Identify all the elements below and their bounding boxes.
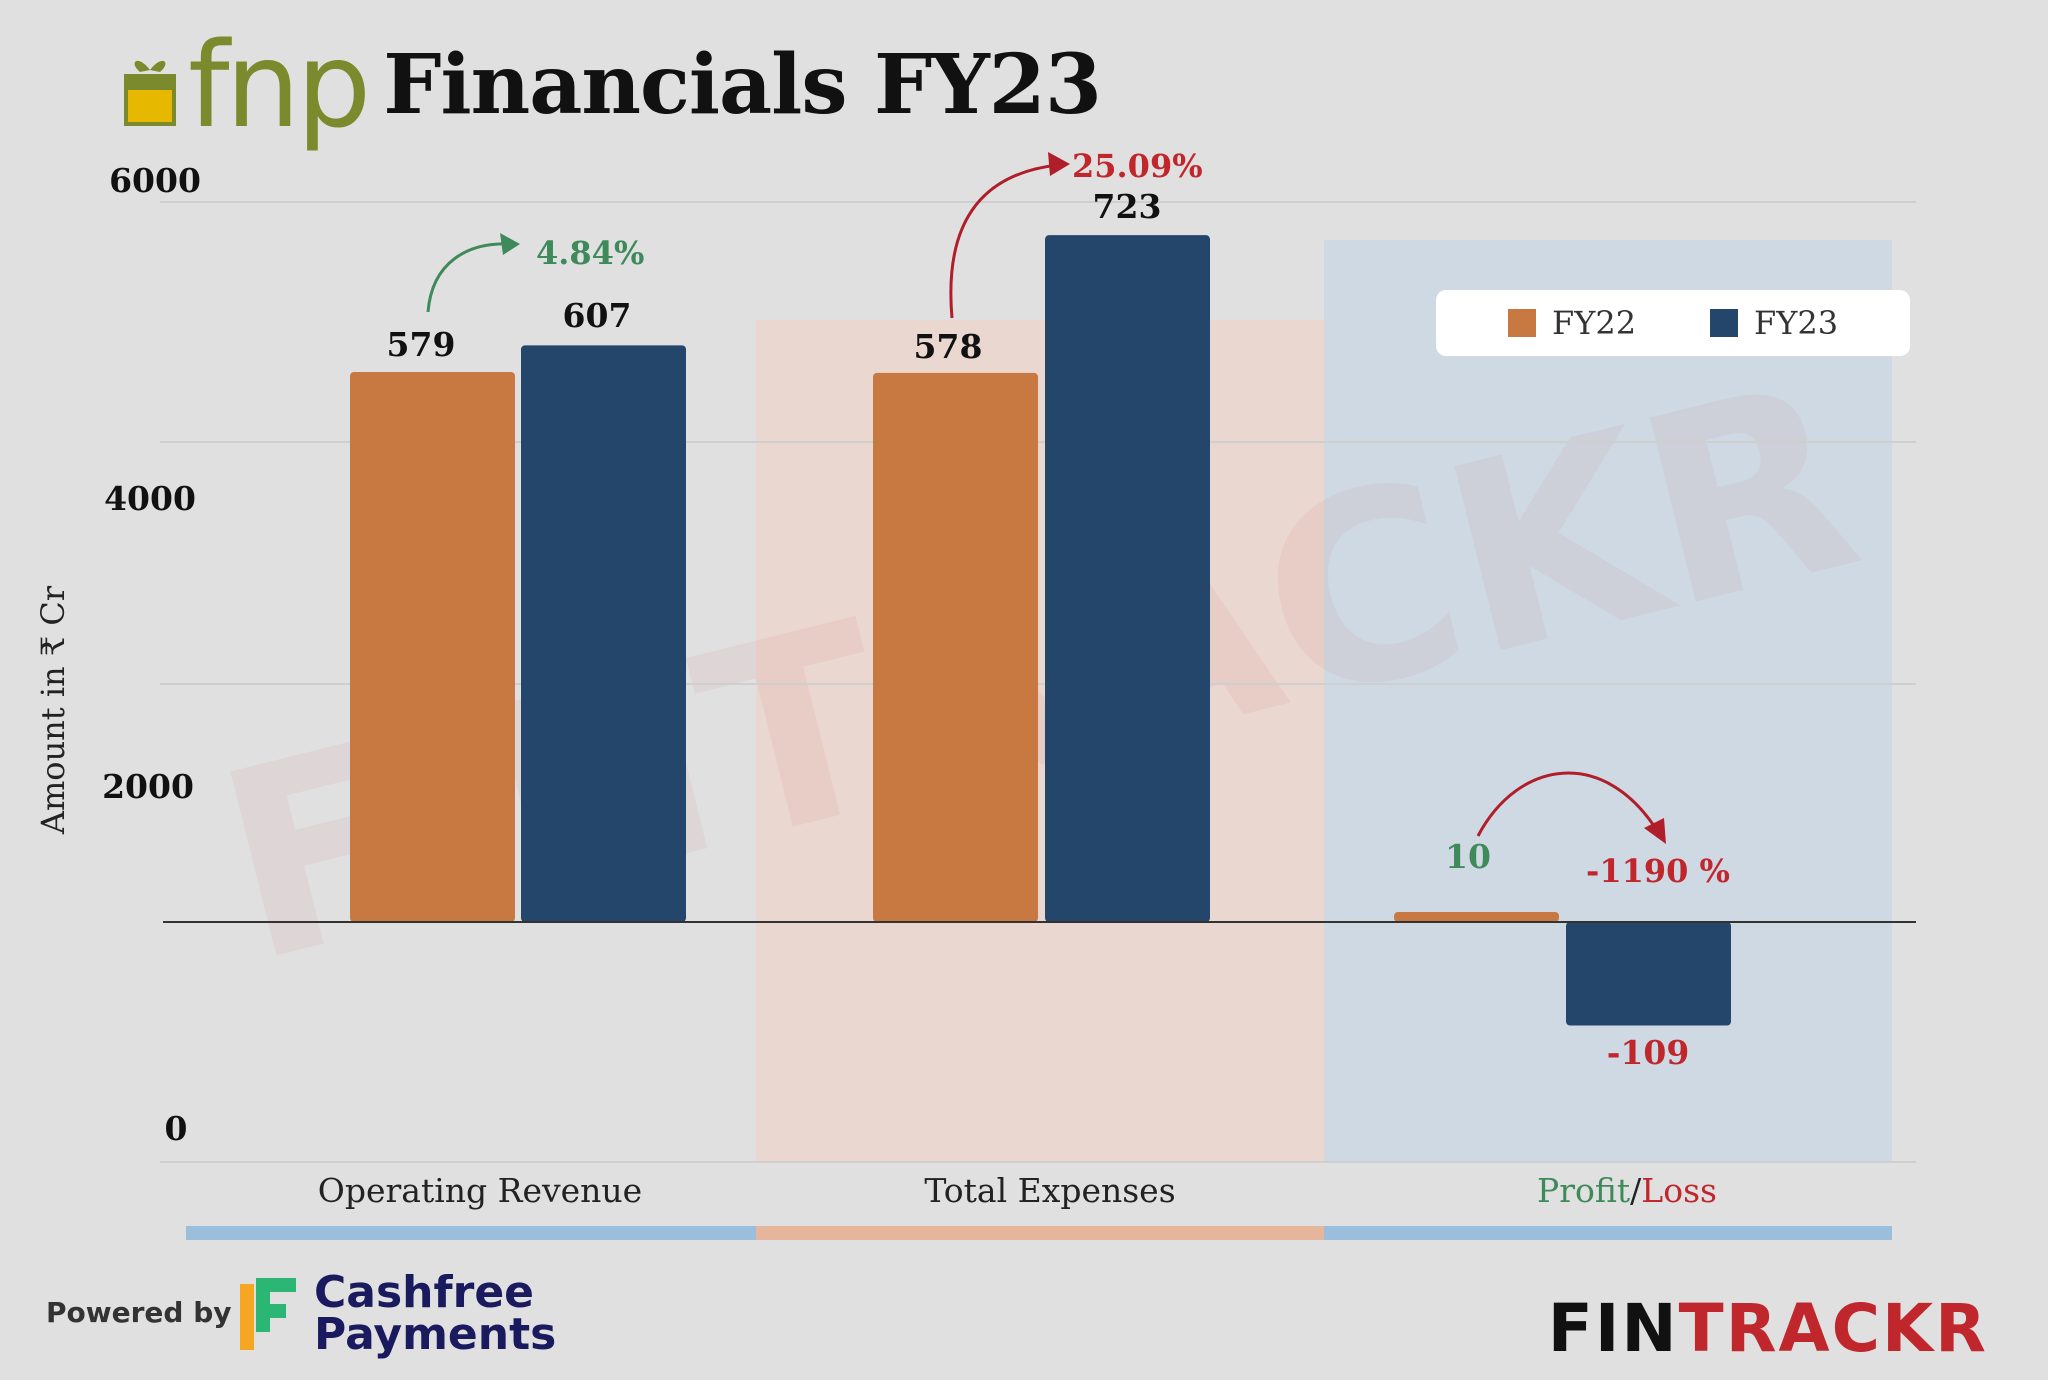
arrowhead-icon bbox=[1048, 152, 1070, 176]
gift-icon bbox=[120, 40, 180, 130]
powered-by-label: Powered by bbox=[46, 1296, 232, 1329]
profit-label: Profit bbox=[1537, 1171, 1630, 1210]
category-label: Operating Revenue bbox=[318, 1171, 642, 1210]
category-label-profit-loss: Profit/Loss bbox=[1537, 1171, 1717, 1210]
bar-fy23-total-expenses bbox=[1045, 235, 1210, 922]
legend bbox=[1436, 290, 1910, 356]
value-label: 579 bbox=[387, 325, 456, 364]
arrowhead-icon bbox=[1644, 818, 1666, 844]
growth-arrow bbox=[426, 242, 511, 313]
y-tick-label: 2000 bbox=[102, 767, 194, 806]
category-strip-expenses bbox=[756, 1226, 1324, 1240]
legend-label-fy22: FY22 bbox=[1552, 304, 1636, 342]
legend-swatch-fy23 bbox=[1710, 309, 1738, 337]
value-label: -109 bbox=[1607, 1033, 1690, 1072]
bar-fy22-profit-loss bbox=[1394, 912, 1559, 922]
y-tick-label: 0 bbox=[165, 1109, 188, 1148]
cashfree-icon bbox=[240, 1278, 296, 1350]
fnp-logo: fnp bbox=[188, 16, 371, 154]
cashfree-name: Cashfree bbox=[314, 1267, 535, 1318]
change-label: 4.84% bbox=[536, 234, 644, 272]
category-strip-revenue bbox=[186, 1226, 756, 1240]
bar-fy22-total-expenses bbox=[873, 372, 1038, 922]
y-axis-label: Amount in ₹ Cr bbox=[34, 585, 72, 835]
bar-fy23-profit-loss bbox=[1566, 922, 1731, 1026]
bar-fy23-operating-revenue bbox=[521, 345, 686, 923]
header: fnp Financials FY23 bbox=[120, 16, 1102, 154]
change-label: 25.09% bbox=[1072, 147, 1203, 185]
y-tick-label: 6000 bbox=[109, 161, 201, 200]
value-label: 723 bbox=[1093, 187, 1162, 226]
arrowhead-icon bbox=[500, 233, 520, 255]
y-tick-label: 4000 bbox=[104, 479, 196, 518]
decline-arrow bbox=[1476, 771, 1660, 837]
legend-label-fy23: FY23 bbox=[1754, 304, 1838, 342]
value-label: 607 bbox=[563, 296, 632, 335]
category-label: Total Expenses bbox=[924, 1171, 1175, 1210]
panel-expenses bbox=[756, 320, 1324, 1162]
legend-swatch-fy22 bbox=[1508, 309, 1536, 337]
page-title: Financials FY23 bbox=[383, 37, 1102, 133]
growth-arrow bbox=[949, 163, 1059, 319]
loss-label: Loss bbox=[1641, 1171, 1717, 1210]
fintrackr-fin: FIN bbox=[1547, 1290, 1679, 1367]
slash-label: / bbox=[1630, 1171, 1642, 1210]
fintrackr-logo: FINTRACKR bbox=[1548, 1290, 1988, 1367]
category-strip-profit bbox=[1324, 1226, 1892, 1240]
cashfree-payments: Payments bbox=[314, 1309, 557, 1360]
change-label: -1190 % bbox=[1586, 852, 1730, 890]
cashfree-logo: Cashfree Payments bbox=[236, 1267, 557, 1360]
fintrackr-trackr: TRACKR bbox=[1678, 1290, 1988, 1367]
value-label: 10 bbox=[1445, 837, 1491, 876]
value-label: 578 bbox=[914, 327, 983, 366]
bar-fy22-operating-revenue bbox=[350, 371, 515, 922]
